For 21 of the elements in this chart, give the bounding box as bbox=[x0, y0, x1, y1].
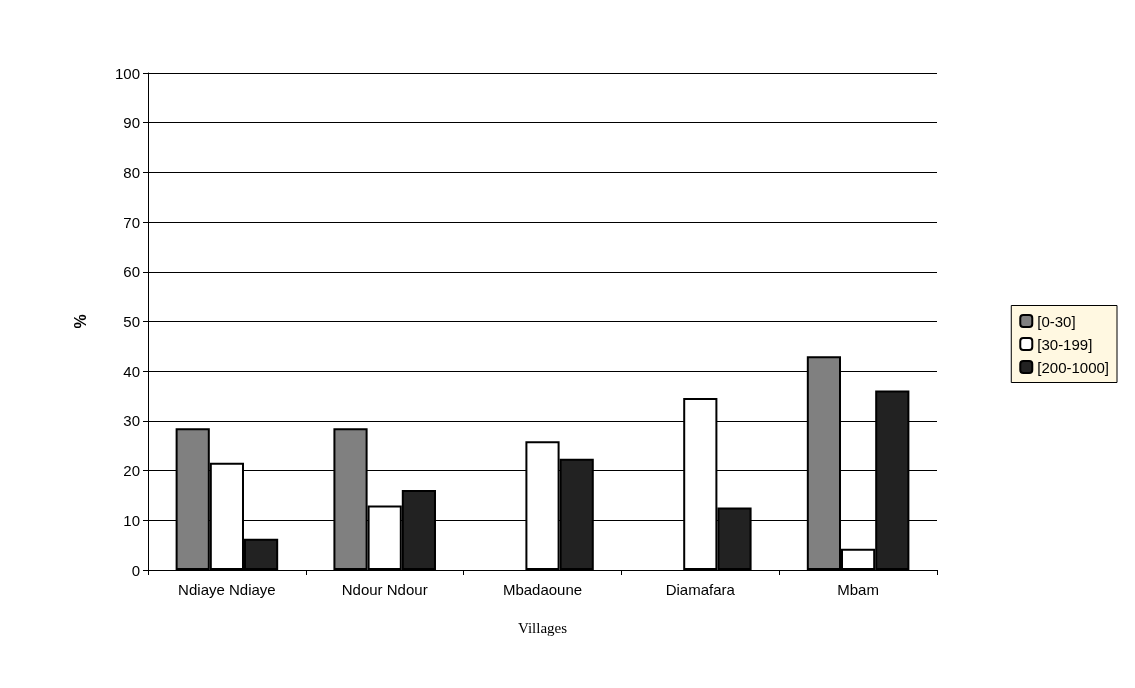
y-tick-label: 70 bbox=[123, 213, 140, 231]
x-tick-label: Mbadaoune bbox=[502, 581, 583, 598]
y-tick-label: 100 bbox=[114, 64, 140, 82]
y-axis-title: % bbox=[71, 314, 89, 329]
y-tick-label: 20 bbox=[123, 462, 140, 480]
y-tick-label: 90 bbox=[123, 114, 140, 132]
y-tick-label: 50 bbox=[123, 313, 140, 330]
y-tick-label: 40 bbox=[123, 362, 140, 380]
x-tick-label: Ndiaye Ndiaye bbox=[178, 581, 276, 598]
y-tick-label: 80 bbox=[123, 163, 140, 181]
y-tick-label: 30 bbox=[123, 412, 140, 430]
x-tick-label: Diamafara bbox=[665, 581, 736, 598]
y-tick-label: 60 bbox=[123, 263, 140, 281]
legend-label: [0-30] bbox=[1037, 312, 1076, 330]
legend-label: [30-199] bbox=[1037, 335, 1093, 353]
y-tick-label: 10 bbox=[123, 511, 140, 529]
x-tick-label: Ndour Ndour bbox=[341, 581, 428, 598]
x-tick-label: Mbam bbox=[837, 581, 879, 598]
legend-label: [200-1000] bbox=[1037, 358, 1110, 376]
x-axis-title: Villages bbox=[517, 619, 568, 636]
y-tick-label: 0 bbox=[131, 561, 140, 579]
